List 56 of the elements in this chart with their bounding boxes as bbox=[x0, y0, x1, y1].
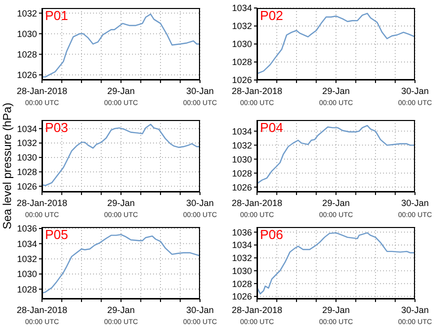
y-tick-label: 1032 bbox=[232, 253, 252, 264]
y-tick-label: 1032 bbox=[16, 138, 37, 148]
y-tick-label: 1028 bbox=[232, 168, 252, 178]
x-tick-label: 28-Jan-2018 00:00 UTC bbox=[232, 198, 282, 219]
y-tick-label: 1026 bbox=[16, 70, 37, 80]
x-tick-label: 30-Jan 00:00 UTC bbox=[183, 305, 217, 326]
x-tick-label: 30-Jan 00:00 UTC bbox=[398, 198, 432, 219]
x-tick-label: 28-Jan-2018 00:00 UTC bbox=[232, 86, 282, 107]
x-tick-label: 30-Jan 00:00 UTC bbox=[183, 198, 217, 219]
chart-title: P01 bbox=[45, 8, 68, 23]
chart-title: P04 bbox=[260, 120, 284, 135]
y-tick-label: 1036 bbox=[16, 224, 37, 234]
y-tick-label: 1030 bbox=[232, 266, 252, 276]
x-tick-label: 29-Jan 00:00 UTC bbox=[319, 198, 353, 219]
x-tick-label: 30-Jan 00:00 UTC bbox=[183, 86, 217, 107]
chart-title: P05 bbox=[45, 227, 68, 242]
y-tick-label: 1026 bbox=[16, 181, 37, 192]
x-tick-label: 28-Jan-2018 00:00 UTC bbox=[16, 86, 68, 107]
x-tick-label: 30-Jan 00:00 UTC bbox=[398, 86, 432, 107]
x-tick-label: 28-Jan-2018 00:00 UTC bbox=[16, 198, 68, 219]
chart-title: P03 bbox=[45, 120, 68, 135]
y-tick-label: 1028 bbox=[16, 49, 37, 60]
y-tick-label: 1026 bbox=[232, 292, 252, 302]
x-tick-label: 29-Jan 00:00 UTC bbox=[319, 305, 353, 326]
y-tick-label: 1032 bbox=[232, 140, 252, 150]
y-tick-label: 1036 bbox=[232, 227, 252, 238]
y-tick-label: 1032 bbox=[16, 254, 37, 264]
y-tick-label: 1028 bbox=[16, 284, 37, 294]
y-tick-label: 1030 bbox=[232, 154, 252, 164]
y-tick-label: 1032 bbox=[232, 21, 252, 32]
y-axis-title: Sea level pressure (hPa) bbox=[2, 102, 14, 230]
x-tick-label: 29-Jan 00:00 UTC bbox=[104, 305, 138, 326]
y-tick-label: 1034 bbox=[16, 124, 37, 134]
y-tick-label: 1030 bbox=[232, 39, 252, 50]
y-tick-label: 1028 bbox=[232, 278, 252, 289]
y-tick-label: 1030 bbox=[16, 269, 37, 280]
y-tick-label: 1026 bbox=[232, 182, 252, 192]
x-tick-label: 28-Jan-2018 00:00 UTC bbox=[16, 305, 68, 326]
x-tick-label: 29-Jan 00:00 UTC bbox=[104, 86, 138, 107]
y-tick-label: 1034 bbox=[232, 126, 252, 136]
x-tick-label: 28-Jan-2018 00:00 UTC bbox=[232, 305, 282, 326]
y-tick-label: 1034 bbox=[16, 238, 37, 249]
y-tick-label: 1030 bbox=[16, 152, 37, 163]
x-tick-label: 29-Jan 00:00 UTC bbox=[104, 198, 138, 219]
line-series bbox=[257, 124, 415, 184]
y-tick-label: 1028 bbox=[16, 167, 37, 178]
y-tick-label: 1032 bbox=[16, 8, 37, 18]
y-tick-label: 1034 bbox=[232, 240, 252, 250]
y-tick-label: 1030 bbox=[16, 28, 37, 39]
x-tick-label: 30-Jan 00:00 UTC bbox=[398, 305, 432, 326]
x-tick-label: 29-Jan 00:00 UTC bbox=[319, 86, 353, 107]
y-tick-label: 1026 bbox=[232, 75, 252, 86]
chart-title: P02 bbox=[260, 8, 284, 23]
chart-title: P06 bbox=[260, 227, 284, 242]
y-tick-label: 1028 bbox=[232, 57, 252, 68]
y-tick-label: 1034 bbox=[232, 3, 252, 14]
